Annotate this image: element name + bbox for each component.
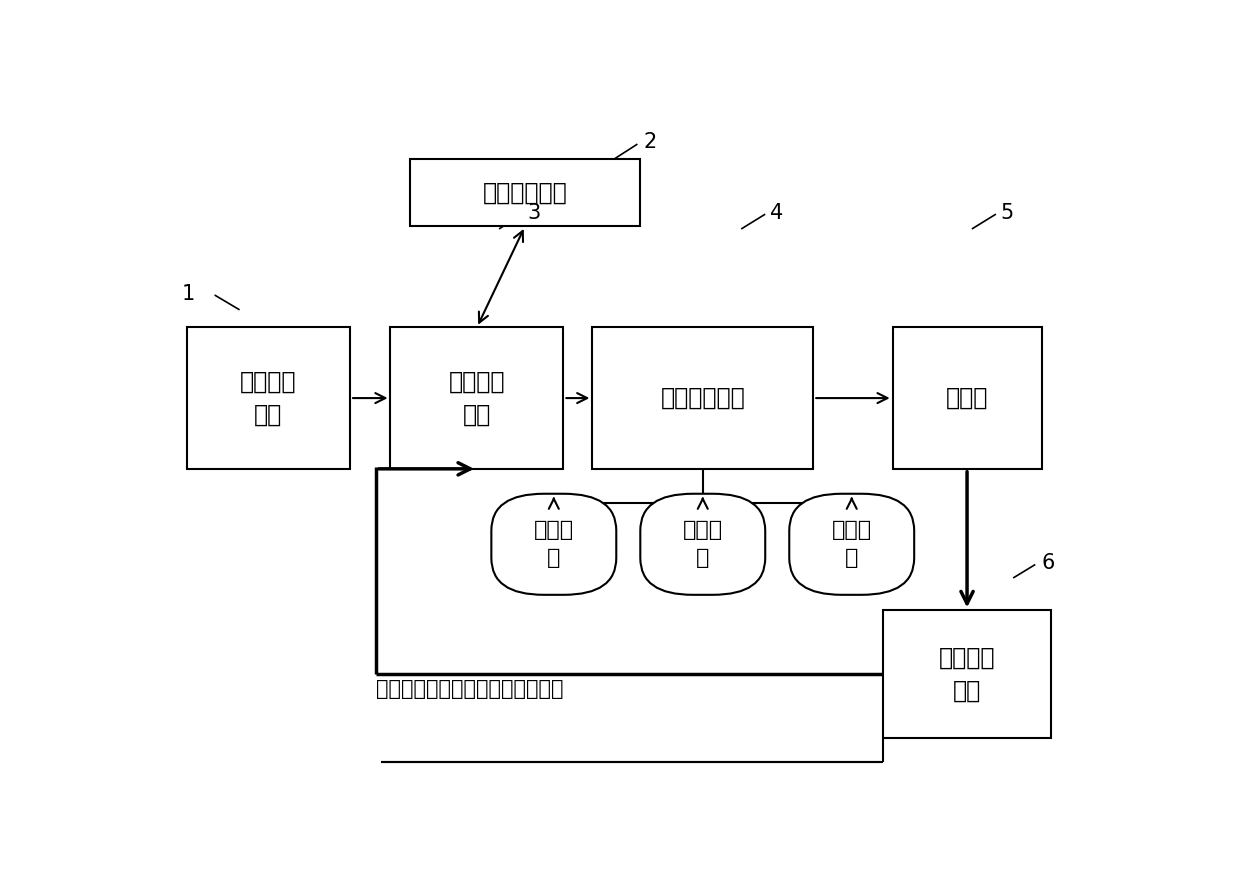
Text: 气压检
测: 气压检 测 [832, 521, 872, 568]
FancyBboxPatch shape [883, 611, 1052, 738]
FancyBboxPatch shape [593, 327, 813, 469]
FancyBboxPatch shape [187, 327, 350, 469]
Text: 5: 5 [1001, 203, 1014, 223]
FancyBboxPatch shape [789, 493, 914, 595]
FancyBboxPatch shape [640, 493, 765, 595]
Text: 2: 2 [644, 132, 656, 152]
Text: 数据采集系统: 数据采集系统 [482, 180, 568, 205]
Text: 6: 6 [1042, 553, 1054, 573]
Text: 温度、湿度、气压、托盘旋转控制: 温度、湿度、气压、托盘旋转控制 [376, 679, 563, 699]
Text: 综合控制
单元: 综合控制 单元 [939, 646, 996, 704]
Text: 1: 1 [182, 284, 195, 304]
Text: 电晕充电
系统: 电晕充电 系统 [241, 369, 296, 427]
Text: 温度检
测: 温度检 测 [533, 521, 574, 568]
Text: 湿度检
测: 湿度检 测 [683, 521, 723, 568]
FancyBboxPatch shape [409, 159, 640, 227]
FancyBboxPatch shape [391, 327, 563, 469]
Text: 上位机: 上位机 [946, 386, 988, 410]
Text: 3: 3 [528, 203, 541, 223]
FancyBboxPatch shape [491, 493, 616, 595]
Text: 4: 4 [770, 203, 784, 223]
Text: 密封试验
腔体: 密封试验 腔体 [449, 369, 505, 427]
FancyBboxPatch shape [893, 327, 1042, 469]
Text: 综合检测单元: 综合检测单元 [661, 386, 745, 410]
